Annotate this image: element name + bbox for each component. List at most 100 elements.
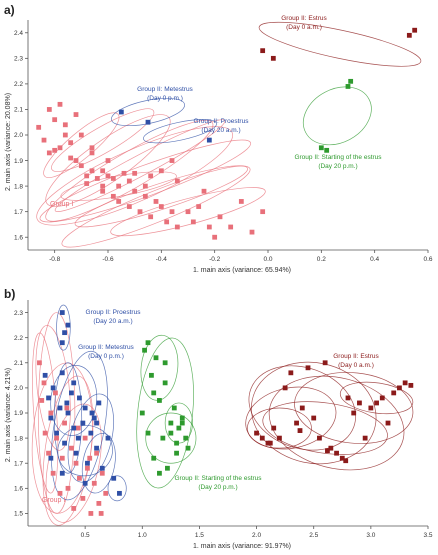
panel-b-group-ii-metestrus-point [75,435,81,441]
panel-b-group-i-point [46,450,51,456]
panel-b-group-ii-starting-of-the-estrus-point [160,435,166,441]
panel-b: b) 0.5 1.0 1.5 2.0 2.5 3.0 3.51.51.61.71.81.92… [4,287,433,550]
panel-b-group-ii-estrus-point [322,360,328,366]
panel-a-group-ii-proestrus-ellipse [143,119,217,144]
panel-b-group-ii-starting-of-the-estrus-point [174,440,179,446]
panel-a-group-i-point [260,209,266,215]
panel-b-group-ii-metestrus-point [54,430,59,436]
panel-a-proestrus-label: Group II: Proestrus [194,118,250,125]
panel-a-group-i-ellipse [39,139,252,223]
panel-b-group-i-point [64,405,70,411]
panel-b-group-ii-metestrus-point [88,430,94,436]
panel-a-group-i-point [84,173,90,179]
panel-b-y-tick-label: 2.3 [14,310,23,317]
panel-b-metestrus-label: Group II: Metestrus [78,344,134,351]
panel-b-group-i-point [82,435,88,441]
panel-b-group-ii-starting-of-the-estrus-point [168,430,174,436]
panel-b-group-ii-metestrus-point [117,490,122,496]
panel-b-group-i-point [62,420,67,426]
panel-b-group-ii-metestrus-ellipse [51,350,108,501]
panel-a-proestrus-day: (Day 20 a.m.) [201,127,240,134]
panel-a-group-i-point [110,193,116,199]
panel-b-group-ii-estrus-point [271,425,277,431]
panel-b-group-i-point [71,506,77,511]
panel-b-group-ii-estrus-point [374,400,379,406]
panel-b-x-tick-label: 0.5 [81,532,90,539]
panel-b-group-ii-starting-of-the-estrus-point [165,465,170,471]
panel-a-group-ii-estrus-ellipse [258,21,422,67]
panel-a-group-i-ellipse [54,119,226,212]
panel-b-axes: 0.5 1.0 1.5 2.0 2.5 3.0 3.5 1.5 1.6 1.7 1.8 1.9 2.0 2… [14,300,433,539]
panel-a-group-i-ellipse [61,165,251,248]
panel-b-metestrus-day: (Day 0 p.m.) [88,353,124,360]
panel-a-group-i-point [148,214,154,220]
panel-b-group-ii-metestrus-ellipse [107,475,127,502]
panel-b-group-ii-estrus-point [368,405,374,411]
panel-b-group-ii-metestrus-point [94,445,99,451]
panel-a-group-ii-estrus-point [412,27,418,33]
panel-b-x-tick-label: 2.0 [252,532,261,539]
panel-b-group-ii-estrus-point [391,390,397,396]
panel-b-group-ii-estrus-point [328,445,334,451]
panel-a-group-i-point [121,170,127,176]
panel-b-group-ii-estrus-point [267,440,273,446]
panel-a-group-i-point [169,158,175,163]
panel-b-group-ii-metestrus-point [48,415,54,421]
panel-a-x-tick-label: 0.6 [423,256,432,263]
panel-a-y-tick-label: 1.9 [14,158,23,165]
panel-b-group-ii-starting-of-the-estrus-point [176,425,182,431]
panel-b-group-ii-estrus-point [311,415,317,421]
panel-a-group-ii-starting-of-the-estrus-point [324,147,330,153]
panel-b-y-tick-label: 2.0 [14,385,23,392]
panel-a-group-i-ellipse [51,108,155,172]
panel-b-group-ii-estrus-point [334,450,339,456]
panel-a-group-i-point [206,224,212,230]
panel-b-group-i-point [88,511,94,516]
panel-a-group-i-point [100,168,106,174]
panel-a-group-i-point [52,147,58,153]
panel-a-x-tick-label: -0.8 [49,256,61,263]
panel-a-group-i-ellipse [43,112,120,178]
panel-b-group-ii-metestrus-point [91,415,97,421]
panel-a-x-tick-label: -0.2 [209,256,221,263]
panel-a-y-tick-label: 2.4 [14,30,23,37]
panel-b-group-ii-metestrus-point [71,380,77,386]
panel-b-proestrus-label: Group II: Proestrus [86,309,142,316]
panel-b-group-ii-metestrus-point [80,420,86,426]
panel-a-group-i-point [148,173,154,179]
panel-a-group-i-point [89,145,95,151]
panel-b-group-i-point [53,390,58,396]
panel-b-group-ii-estrus-point [357,400,362,406]
panel-b-y-tick-label: 1.5 [14,511,23,518]
panel-a-group-i-point [105,158,111,163]
panel-b-group-ii-proestrus-point [65,322,71,328]
panel-b-group-ii-metestrus-point [77,395,82,401]
panel-b-group-i-point [69,445,74,451]
panel-b-group-ii-metestrus-point [85,460,90,466]
panel-b-group-ii-estrus-point [351,410,357,416]
panel-b-group-ii-estrus-point [408,382,414,388]
panel-b-group-i-point [39,398,45,403]
panel-a-group-i-point [46,150,52,156]
panel-b-group-ii-estrus-point [317,435,322,441]
panel-a-label: a) [4,3,15,17]
panel-a-group-i-point [158,168,164,174]
panel-b-group-ii-starting-of-the-estrus-point [145,340,151,346]
panel-a-group-i-ellipse [60,171,177,201]
panel-a-group-i-point [217,214,223,220]
panel-a-group-i-point [158,204,164,209]
panel-a-group-i-point [57,101,63,107]
panel-b-y-tick-label: 1.8 [14,435,23,442]
panel-b-group-ii-metestrus-point [42,372,48,378]
panel-b-estrus-day: (Day 0 a.m.) [338,362,374,369]
panel-a-group-i-point [142,183,148,189]
panel-b-group-i-point [103,490,109,496]
panel-a-y-tick-label: 1.8 [14,183,23,190]
panel-b-group-ii-starting-of-the-estrus-point [168,420,174,426]
panel-a-group-ii-metestrus-point [118,109,124,115]
panel-b-group-ii-estrus-point [288,370,294,376]
panel-b-group-ii-estrus-point [379,395,385,401]
panel-a-starting-estrus-label: Group II: Starting of the estrus [294,154,382,161]
